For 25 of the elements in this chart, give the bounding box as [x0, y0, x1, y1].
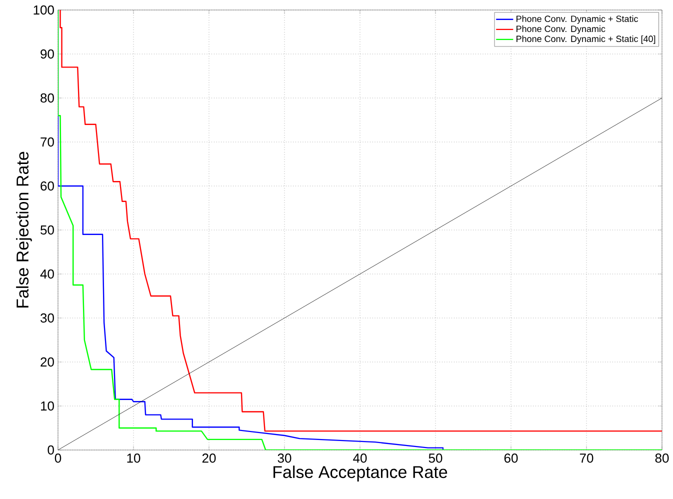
legend-label: Phone Conv. Dynamic: [516, 25, 606, 34]
x-tick-label: 20: [202, 454, 216, 463]
x-axis-title: False Acceptance Rate: [274, 466, 448, 482]
y-tick-label: 80: [40, 93, 54, 103]
x-tick-label: 50: [428, 454, 442, 463]
y-tick-label: 20: [40, 357, 54, 367]
y-tick-label: 10: [40, 401, 54, 411]
x-tick-label: 70: [580, 454, 594, 463]
y-tick-label: 70: [40, 137, 54, 147]
x-tick-label: 40: [353, 454, 367, 463]
legend-label: Phone Conv. Dynamic + Static: [516, 15, 638, 24]
x-tick-label: 80: [655, 454, 669, 463]
y-tick-label: 40: [40, 269, 54, 279]
legend-label: Phone Conv. Dynamic + Static [40]: [516, 35, 656, 44]
x-tick-label: 10: [127, 454, 140, 463]
y-tick-label: 60: [40, 181, 54, 191]
x-tick-label: 30: [278, 454, 292, 463]
y-tick-label: 90: [40, 49, 54, 59]
y-tick-label: 30: [40, 313, 54, 323]
x-tick-label: 0: [54, 454, 62, 463]
x-tick-label: 60: [504, 454, 518, 463]
y-tick-label: 0: [48, 445, 54, 455]
y-axis-title: False Rejection Rate: [16, 152, 32, 308]
y-tick-label: 50: [40, 225, 54, 235]
y-tick-label: 100: [34, 5, 54, 15]
